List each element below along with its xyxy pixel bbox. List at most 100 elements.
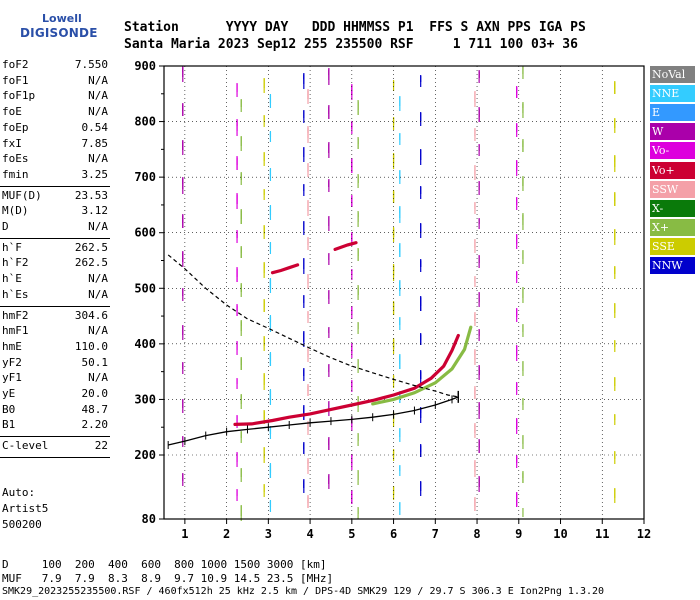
param-name: foF2 <box>2 58 29 71</box>
param-value: N/A <box>88 220 108 233</box>
legend-item-vo-: Vo+ <box>650 161 695 179</box>
x-tick-label: 11 <box>595 527 609 541</box>
param-value: N/A <box>88 287 108 301</box>
distance-row: D 100 200 400 600 800 1000 1500 3000 [km… <box>2 558 327 571</box>
auto-line: 500200 <box>2 518 42 531</box>
param-name: foF1 <box>2 73 29 87</box>
echo-trace <box>233 333 460 426</box>
param-name: M(D) <box>2 204 29 218</box>
y-tick-label: 300 <box>134 392 156 406</box>
param-name: foEp <box>2 120 29 134</box>
param-value: N/A <box>88 105 108 119</box>
param-name: fmin <box>2 167 29 181</box>
legend-item-ssw: SSW <box>650 180 695 198</box>
header-line-2: Santa Maria 2023 Sep12 255 235500 RSF 1 … <box>124 37 578 52</box>
param-row: B0 48.7 <box>2 403 108 419</box>
legend-item-w: W <box>650 123 695 141</box>
param-row: C-level 22 <box>2 439 108 455</box>
param-name: foE <box>2 105 22 119</box>
x-tick-label: 4 <box>306 527 313 541</box>
panel-separator <box>0 305 110 307</box>
x-tick-label: 2 <box>223 527 230 541</box>
legend-item-noval: NoVal <box>650 66 695 83</box>
param-value: 262.5 <box>74 256 108 270</box>
y-tick-label: 80 <box>142 512 156 526</box>
param-value: 304.6 <box>74 308 108 322</box>
y-tick-label: 500 <box>134 281 156 295</box>
param-value: N/A <box>88 73 108 87</box>
param-value: N/A <box>88 324 108 338</box>
panel-separator <box>0 185 110 187</box>
auto-line: Artist5 <box>2 502 49 515</box>
legend-item-x-: X- <box>650 199 695 217</box>
legend-item-sse: SSE <box>650 237 695 255</box>
param-row: yF1 N/A <box>2 371 108 387</box>
param-name: yE <box>2 387 16 400</box>
y-tick-label: 900 <box>134 59 156 73</box>
param-row: foF1 N/A <box>2 74 108 90</box>
param-value: N/A <box>88 371 108 385</box>
param-row: yE 20.0 <box>2 387 108 403</box>
param-name: yF2 <box>2 355 22 369</box>
header-line-1: Station YYYY DAY DDD HHMMSS P1 FFS S AXN… <box>124 20 586 35</box>
legend-item-e: E <box>650 104 695 122</box>
param-name: MUF(D) <box>2 188 42 202</box>
x-tick-label: 12 <box>637 527 651 541</box>
param-row: fxI 7.85 <box>2 137 108 153</box>
param-row: h`Es N/A <box>2 288 108 304</box>
param-value: 48.7 <box>81 402 109 416</box>
legend-item-x-: X+ <box>650 218 695 236</box>
panel-separator <box>0 436 110 438</box>
param-name: hmF1 <box>2 324 29 338</box>
param-value: 7.550 <box>74 58 108 71</box>
y-tick-label: 800 <box>134 115 156 129</box>
x-tick-label: 8 <box>473 527 480 541</box>
param-name: C-level <box>2 439 49 453</box>
density-profile-curve <box>167 254 459 398</box>
echo-trace <box>270 263 300 275</box>
panel-separator <box>0 456 110 458</box>
y-tick-label: 700 <box>134 170 156 184</box>
param-value: 7.85 <box>81 136 109 150</box>
param-row: MUF(D) 23.53 <box>2 189 108 205</box>
x-tick-label: 1 <box>181 527 188 541</box>
param-row: foF1p N/A <box>2 89 108 105</box>
auto-line: Auto: <box>2 486 36 499</box>
param-value: 0.54 <box>81 120 109 134</box>
param-name: h`Es <box>2 287 29 301</box>
param-row: foF2 7.550 <box>2 58 108 74</box>
legend-item-vo-: Vo- <box>650 142 695 160</box>
param-name: foEs <box>2 152 29 166</box>
x-tick-label: 3 <box>265 527 272 541</box>
param-value: 20.0 <box>81 387 109 400</box>
plot-frame <box>163 65 645 520</box>
param-value: 262.5 <box>74 240 108 254</box>
param-row: B1 2.20 <box>2 418 108 434</box>
param-value: 110.0 <box>74 339 108 353</box>
param-name: hmF2 <box>2 308 29 322</box>
param-value: 2.20 <box>81 418 109 432</box>
x-tick-label: 10 <box>553 527 567 541</box>
x-tick-label: 5 <box>348 527 355 541</box>
param-name: hmE <box>2 339 22 353</box>
param-row: h`F 262.5 <box>2 241 108 257</box>
y-tick-label: 200 <box>134 448 156 462</box>
param-value: 3.25 <box>81 167 109 181</box>
param-value: N/A <box>88 272 108 286</box>
param-name: h`F <box>2 240 22 254</box>
param-value: 22 <box>94 439 108 453</box>
param-row: h`F2 262.5 <box>2 256 108 272</box>
param-row: M(D) 3.12 <box>2 204 108 220</box>
x-tick-label: 9 <box>515 527 522 541</box>
panel-separator <box>0 237 110 239</box>
param-row: hmE 110.0 <box>2 340 108 356</box>
param-row: hmF2 304.6 <box>2 309 108 325</box>
param-row: D N/A <box>2 220 108 236</box>
param-value: 23.53 <box>74 188 108 202</box>
x-tick-label: 6 <box>390 527 397 541</box>
param-row: fmin 3.25 <box>2 168 108 184</box>
param-value: 3.12 <box>81 204 109 218</box>
legend-item-nnw: NNW <box>650 257 695 274</box>
digisonde-logo: Lowell DIGISONDE <box>6 8 116 48</box>
param-row: yF2 50.1 <box>2 356 108 372</box>
